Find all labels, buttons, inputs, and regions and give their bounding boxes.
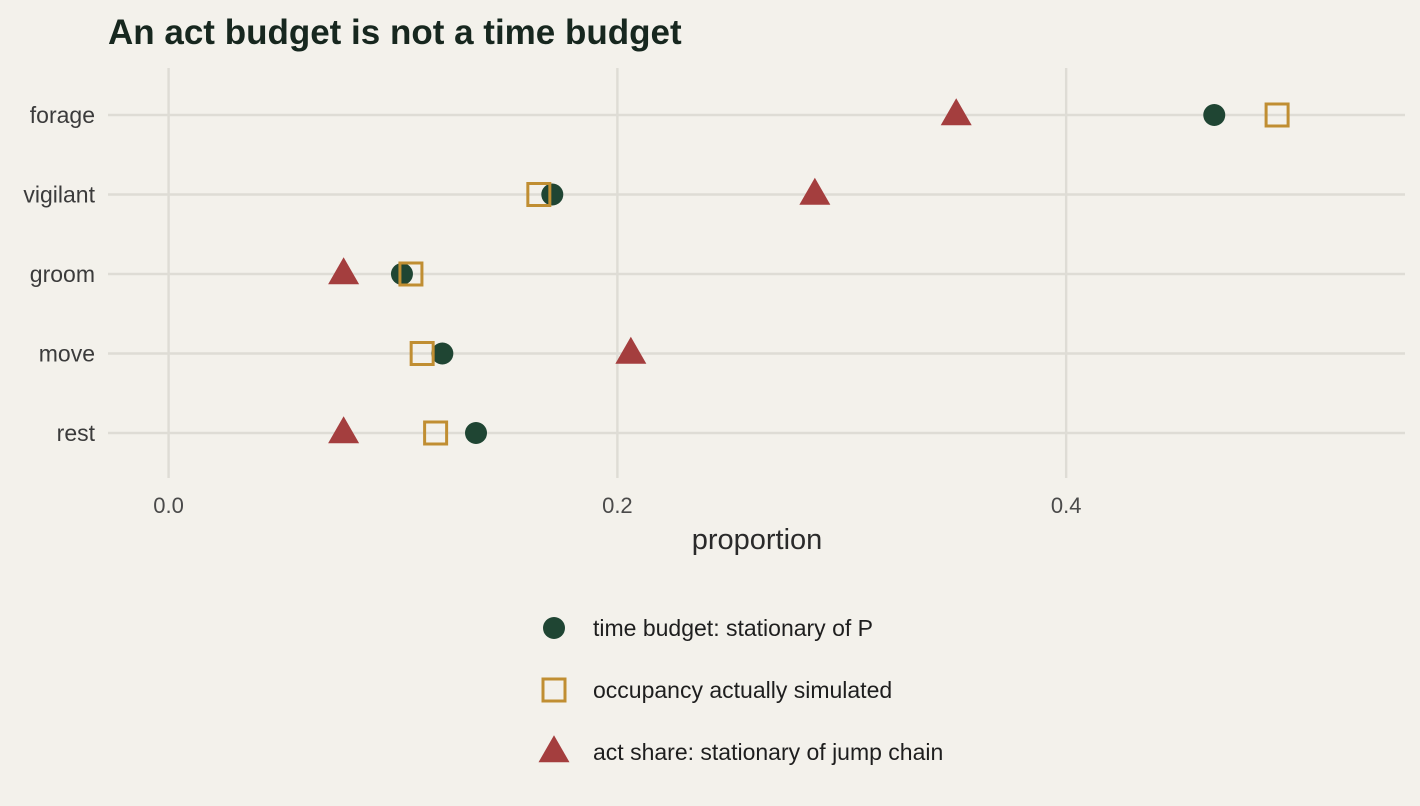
x-axis-label: proportion — [692, 524, 823, 556]
data-point — [1203, 104, 1226, 126]
data-point — [1264, 102, 1290, 128]
chart-title: An act budget is not a time budget — [108, 13, 682, 52]
legend-label: act share: stationary of jump chain — [593, 739, 943, 765]
data-point — [615, 336, 647, 364]
data-point — [431, 342, 454, 365]
data-point — [940, 98, 972, 126]
x-axis: 0.0 0.2 0.4 — [153, 493, 1081, 518]
legend-label: time budget: stationary of P — [593, 615, 873, 641]
x-tick-label: 0.4 — [1051, 493, 1082, 518]
data-point — [799, 177, 831, 205]
data-point — [398, 261, 424, 287]
data-point — [423, 420, 449, 446]
x-tick-label: 0.2 — [602, 493, 633, 518]
y-tick-label: rest — [57, 420, 96, 446]
data-point — [328, 416, 360, 444]
data-point — [526, 182, 552, 207]
data-points — [328, 98, 1290, 446]
legend-marker — [543, 617, 565, 639]
data-point — [328, 257, 360, 285]
legend: time budget: stationary of P occupancy ac… — [538, 615, 943, 765]
legend-label: occupancy actually simulated — [593, 677, 892, 703]
data-point — [409, 341, 435, 366]
x-tick-label: 0.0 — [153, 493, 184, 518]
grid-layer — [108, 68, 1405, 478]
legend-marker — [538, 735, 570, 763]
data-point — [541, 183, 564, 206]
data-point — [390, 263, 413, 285]
y-axis: forage vigilant groom move rest — [23, 102, 95, 446]
data-point — [465, 422, 488, 444]
y-tick-label: forage — [30, 102, 95, 128]
y-tick-label: groom — [30, 261, 95, 287]
legend-marker — [541, 677, 567, 703]
y-tick-label: vigilant — [23, 182, 95, 208]
y-tick-label: move — [39, 341, 95, 367]
